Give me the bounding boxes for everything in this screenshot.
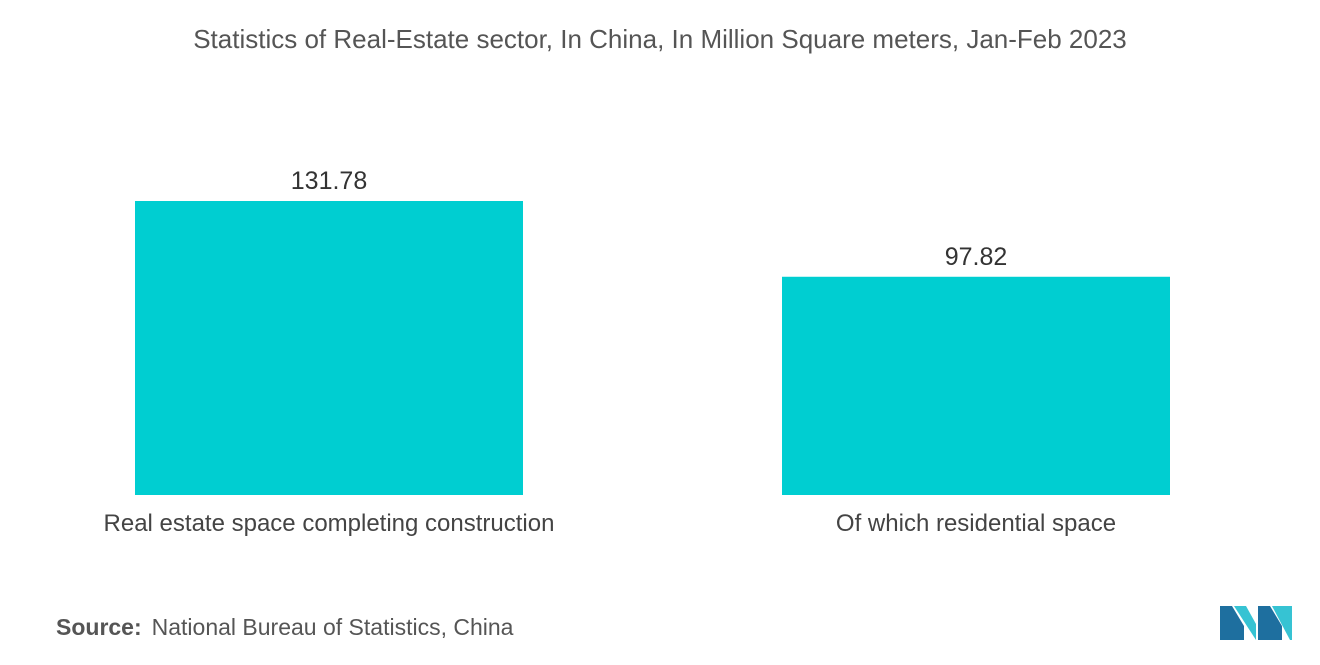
bars-layer <box>135 201 1170 495</box>
mordor-intelligence-logo-icon <box>1220 606 1292 640</box>
category-label-2: Of which residential space <box>836 510 1116 537</box>
source-text: National Bureau of Statistics, China <box>151 614 514 640</box>
bar-1 <box>135 201 523 495</box>
value-label-2: 97.82 <box>945 243 1008 271</box>
chart-title: Statistics of Real-Estate sector, In Chi… <box>193 24 1127 54</box>
source-label: Source: <box>56 614 142 640</box>
bar-2 <box>782 276 1170 495</box>
value-label-1: 131.78 <box>291 167 367 195</box>
value-labels-layer: 131.78 97.82 <box>291 167 1008 271</box>
category-label-1: Real estate space completing constructio… <box>104 510 555 537</box>
category-labels-layer: Real estate space completing constructio… <box>104 510 1117 537</box>
source-line: Source: National Bureau of Statistics, Ch… <box>56 614 513 641</box>
